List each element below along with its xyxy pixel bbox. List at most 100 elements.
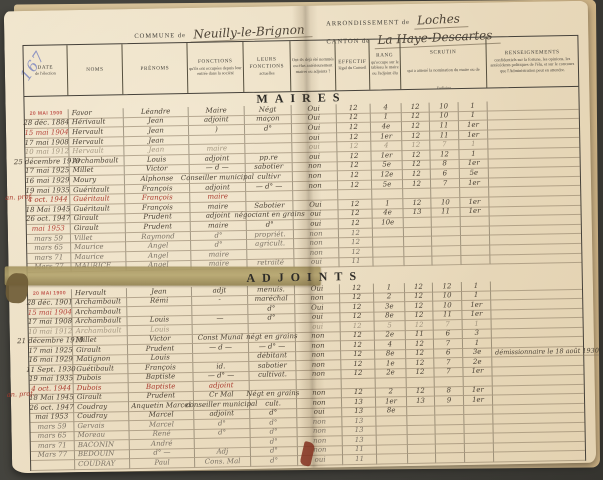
cell-voix: 7 [430, 140, 460, 151]
cell-rang: 1 [372, 199, 404, 210]
cell-tour: 1 [459, 139, 489, 151]
cell-prenom: Paul [130, 458, 196, 469]
cell-rang [376, 416, 408, 427]
cell-rang: 8e [376, 407, 408, 417]
cell-votants: 11 [405, 330, 434, 341]
cell-rang [376, 444, 408, 455]
cell-rang: 2e [374, 331, 406, 341]
cell-tour: 1er [463, 396, 494, 406]
header-fonctions: FONCTIONS qu'ils ont occupées depuis leu… [187, 42, 245, 94]
commune-label: COMMUNE de [134, 32, 187, 41]
cell-voix: 10 [429, 102, 459, 113]
header-fonctions-actuelles: LEURS FONCTIONS actuelles [243, 41, 292, 92]
cell-voix: 11 [431, 208, 461, 218]
cell-votants: 12 [405, 292, 434, 303]
cell-rang [373, 246, 405, 258]
cell-votants: 12 [406, 368, 435, 379]
header-rang: RANG qu'occupe sur le tableau le maire o… [369, 39, 402, 90]
cell-tour: 1 [458, 101, 488, 112]
cell-voix: 11 [429, 121, 460, 132]
cell-votants [403, 217, 432, 228]
cell-fonction: Cons. Mal [195, 457, 252, 468]
cell-votants: 12 [405, 311, 434, 322]
arrondissement-value: Loches [413, 11, 469, 30]
register-page: 167 COMMUNE de Neuilly-le-Brignon ARROND… [3, 0, 600, 474]
cell-rang [377, 454, 409, 465]
cell-tour: 1er [458, 121, 489, 131]
cell-votants [403, 227, 433, 238]
cell-voix [435, 443, 465, 454]
cell-voix: 10 [431, 198, 461, 209]
cell-votants: 12 [403, 199, 432, 209]
cell-votants [404, 256, 433, 267]
cell-votants [404, 236, 433, 247]
cell-votants: 12 [401, 122, 431, 132]
cell-tour [464, 452, 495, 463]
cell-tour: 1er [459, 159, 489, 170]
cell-votants: 13 [403, 208, 432, 219]
cell-date [31, 460, 76, 471]
cell-tour: 5e [459, 169, 489, 179]
cell-tour: 3 [462, 329, 492, 340]
cell-voix: 10 [433, 292, 463, 302]
header-date: DATE de l'élection [23, 45, 69, 97]
cell-rang [373, 237, 405, 248]
cell-rang [376, 435, 408, 446]
cell-voix: 6 [430, 169, 460, 180]
header-effectif: EFFECTIF légal du Conseil [335, 39, 371, 91]
cell-tour [464, 424, 494, 435]
cell-rang: 10e [372, 218, 404, 229]
cell-tour: 1 [458, 111, 488, 122]
cell-votants [407, 425, 436, 436]
cell-tour: 1er [459, 130, 489, 141]
cell-voix [435, 405, 465, 416]
cell-rang: 4e [372, 208, 404, 219]
cell-rens [493, 450, 586, 463]
cell-votants [407, 444, 436, 455]
cell-tour: 1er [463, 367, 493, 378]
cell-tour: 1er [459, 178, 490, 189]
cell-voix [432, 255, 462, 266]
cell-rang: 8e [374, 312, 406, 322]
cell-votants: 13 [406, 397, 436, 407]
cell-votants [407, 406, 436, 417]
cell-rang: 1 [370, 112, 402, 123]
cell-voix [431, 188, 461, 199]
cell-tour [460, 226, 491, 237]
cell-voix: 8 [434, 387, 464, 397]
cell-tour: 1er [462, 310, 492, 321]
cell-tour [464, 405, 494, 416]
margin-note-adjoints: an. prof. [6, 389, 35, 399]
cell-nom: COUDRAY [75, 459, 131, 470]
cell-effectif: 12 [337, 151, 372, 162]
cell-voix: 12 [430, 150, 460, 161]
cell-votants: 12 [406, 387, 435, 398]
cell-voix [435, 415, 465, 426]
cell-rang [372, 189, 404, 200]
cell-votants: 12 [402, 179, 432, 190]
cell-tour [460, 216, 490, 227]
cell-voix: 9 [434, 396, 465, 407]
cell-rang: 5e [371, 179, 404, 191]
cell-tour: 1er [460, 197, 490, 208]
cell-votants: 12 [402, 170, 431, 180]
cell-voix [432, 236, 462, 247]
cell-votants: 12 [402, 131, 431, 142]
register-table: DATE de l'élection NOMS PRÉNOMS FONCTION… [14, 34, 600, 471]
cell-rang [373, 256, 405, 267]
cell-tour [464, 433, 494, 444]
cell-votants: 12 [402, 160, 431, 171]
margin-note-maires: an. prof. [5, 192, 34, 202]
header-noms: NOMS [67, 44, 124, 96]
cell-rang: 2 [374, 292, 406, 303]
cell-rang: 1er [371, 132, 403, 143]
cell-voix: 11 [433, 311, 463, 321]
cell-rang: 4 [371, 141, 403, 152]
cell-rang: 8e [375, 350, 407, 360]
cell-votants [407, 434, 436, 445]
cell-rang: 1er [371, 151, 403, 162]
cell-voix: 8 [430, 159, 460, 170]
header-renseignements: RENSEIGNEMENTS confidentiels sur la fort… [490, 49, 575, 74]
cell-votants: 12 [401, 112, 430, 123]
cell-effectif: 11 [343, 455, 378, 465]
